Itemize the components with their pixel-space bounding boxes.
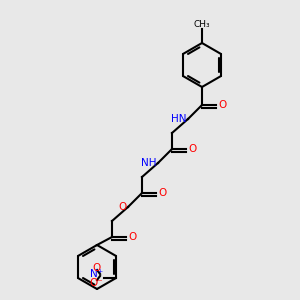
Text: NH: NH — [140, 158, 156, 168]
Text: O: O — [128, 232, 136, 242]
Text: O: O — [92, 263, 100, 273]
Text: O: O — [158, 188, 166, 198]
Text: O⁻: O⁻ — [89, 278, 103, 288]
Text: O: O — [218, 100, 226, 110]
Text: N⁺: N⁺ — [90, 269, 103, 279]
Text: CH₃: CH₃ — [194, 20, 210, 29]
Text: O: O — [119, 202, 127, 212]
Text: HN: HN — [170, 114, 186, 124]
Text: O: O — [188, 144, 196, 154]
